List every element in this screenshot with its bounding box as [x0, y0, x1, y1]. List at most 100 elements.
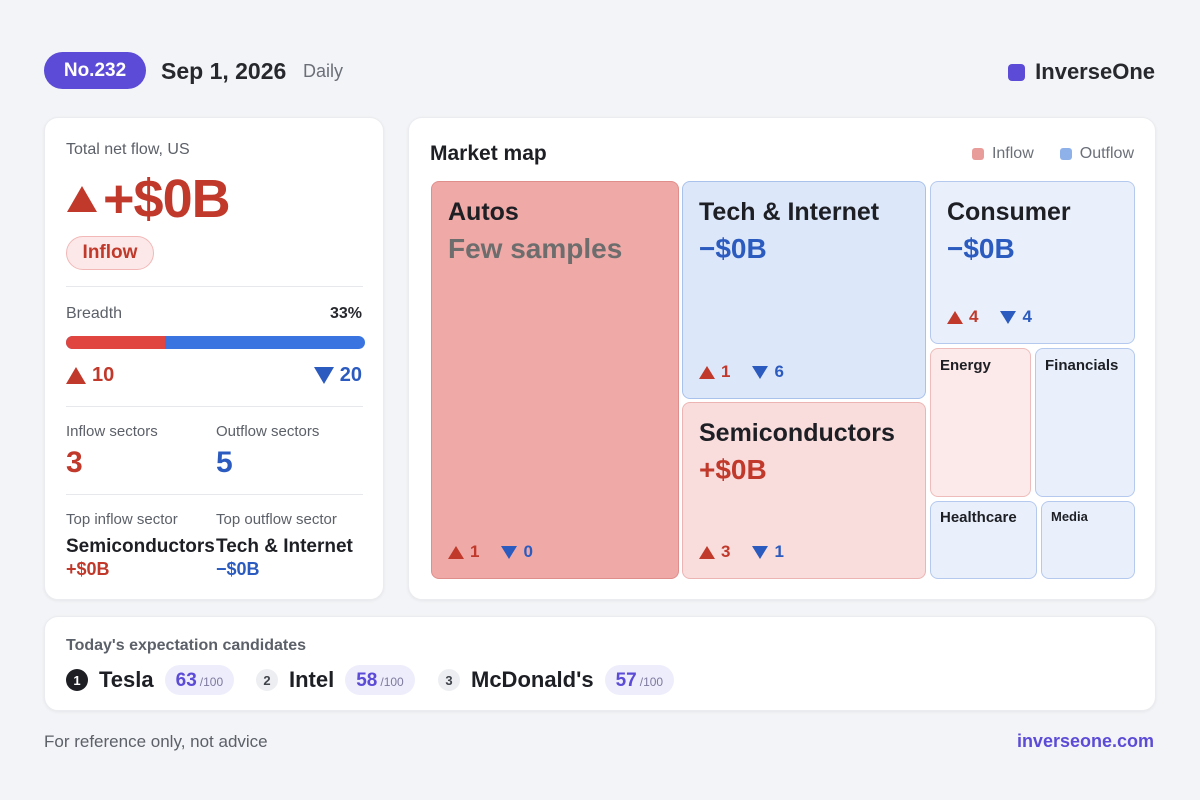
divider [66, 406, 363, 407]
tile-tech-internet[interactable]: Tech & Internet −$0B 1 6 [682, 181, 926, 399]
arrow-down-icon [752, 365, 769, 379]
tile-name: Semiconductors [699, 419, 895, 447]
tile-financials[interactable]: Financials [1035, 348, 1135, 497]
market-map-title: Market map [430, 142, 547, 165]
brand-logo-icon [1008, 63, 1026, 81]
tile-counts: 4 4 [947, 307, 1032, 327]
outflow-sectors-count: 5 [216, 446, 233, 479]
tile-value: −$0B [699, 233, 767, 264]
tile-media[interactable]: Media [1041, 501, 1135, 579]
candidate-item[interactable]: 1 Tesla 63 /100 [66, 665, 235, 695]
net-flow-label: Total net flow, US [66, 141, 190, 158]
outflow-sectors-label: Outflow sectors [216, 423, 320, 440]
issue-badge: No.232 [44, 52, 146, 89]
rank-badge: 2 [256, 669, 278, 691]
down-count: 20 [313, 364, 362, 387]
tile-name: Healthcare [940, 509, 1017, 526]
rank-badge: 3 [438, 669, 460, 691]
score-value: 57 [615, 670, 637, 691]
arrow-down-icon [501, 545, 518, 559]
up-count: 10 [66, 364, 114, 387]
summary-card: Total net flow, US +$0B Inflow Breadth 3… [44, 117, 384, 600]
down-count-value: 20 [339, 364, 362, 386]
candidate-name: Intel [289, 667, 335, 692]
legend-outflow-label: Outflow [1079, 145, 1134, 162]
top-inflow-name: Semiconductors [66, 536, 215, 557]
candidates-card: Today's expectation candidates 1 Tesla 6… [44, 616, 1156, 711]
tile-down-count: 1 [774, 542, 784, 561]
tile-name: Consumer [947, 198, 1071, 226]
breadth-value: 33% [329, 305, 362, 322]
legend-inflow-label: Inflow [991, 145, 1034, 162]
candidate-score: 58 /100 [345, 665, 415, 695]
legend: Inflow Outflow [971, 145, 1134, 163]
candidate-item[interactable]: 2 Intel 58 /100 [256, 665, 415, 695]
score-denominator: /100 [639, 675, 664, 689]
breadth-bar-fill [66, 336, 165, 349]
top-inflow-label: Top inflow sector [66, 511, 178, 528]
top-outflow-name: Tech & Internet [216, 536, 353, 557]
tile-up-count: 1 [470, 542, 480, 561]
brand-name: InverseOne [1035, 59, 1155, 84]
tile-healthcare[interactable]: Healthcare [930, 501, 1037, 579]
candidate-score: 63 /100 [164, 665, 235, 695]
candidates-title: Today's expectation candidates [66, 637, 307, 654]
score-value: 63 [175, 670, 197, 691]
breadth-label: Breadth [66, 305, 123, 322]
arrow-up-icon [66, 367, 86, 384]
tile-name: Media [1051, 509, 1088, 524]
inflow-sectors-count: 3 [66, 446, 83, 479]
tile-value: −$0B [947, 233, 1015, 264]
market-map-card: Market map Inflow Outflow Autos Few samp… [408, 117, 1156, 600]
arrow-up-icon [448, 545, 464, 559]
arrow-down-icon [752, 545, 769, 559]
arrow-up-icon [699, 545, 715, 559]
score-denominator: /100 [380, 675, 404, 689]
tile-name: Energy [940, 357, 991, 374]
candidate-score: 57 /100 [604, 665, 675, 695]
tile-counts: 1 6 [699, 362, 784, 382]
net-flow: +$0B [67, 168, 231, 230]
top-outflow-value: −$0B [216, 559, 260, 579]
candidate-name: Tesla [99, 667, 154, 692]
arrow-down-icon [313, 367, 334, 384]
candidate-item[interactable]: 3 McDonald's 57 /100 [438, 665, 675, 695]
divider [66, 286, 363, 287]
top-outflow-label: Top outflow sector [216, 511, 337, 528]
tile-semiconductors[interactable]: Semiconductors +$0B 3 1 [682, 402, 926, 579]
arrow-up-icon [699, 365, 715, 379]
tile-down-count: 6 [774, 362, 784, 381]
net-flow-value: +$0B [103, 169, 231, 229]
legend-outflow-swatch [1059, 148, 1072, 160]
tile-value: Few samples [448, 233, 623, 264]
breadth-bar [66, 336, 365, 349]
site-link[interactable]: inverseone.com [1016, 731, 1154, 751]
tile-up-count: 1 [721, 362, 731, 381]
tile-name: Tech & Internet [699, 198, 880, 226]
candidate-name: McDonald's [471, 667, 594, 692]
tile-energy[interactable]: Energy [930, 348, 1031, 497]
tile-down-count: 4 [1022, 307, 1032, 326]
disclaimer: For reference only, not advice [44, 732, 268, 751]
divider [66, 494, 363, 495]
tile-name: Financials [1045, 357, 1119, 374]
legend-inflow-swatch [971, 148, 984, 160]
tile-down-count: 0 [523, 542, 533, 561]
rank-badge: 1 [66, 669, 88, 691]
tile-up-count: 3 [721, 542, 731, 561]
up-count-value: 10 [92, 364, 115, 386]
direction-badge: Inflow [66, 236, 154, 270]
top-inflow-value: +$0B [66, 559, 110, 579]
tile-counts: 1 0 [448, 542, 533, 562]
arrow-down-icon [1000, 310, 1017, 324]
report-frequency: Daily [303, 61, 344, 81]
arrow-up-icon [947, 310, 963, 324]
report-date: Sep 1, 2026 [161, 58, 287, 84]
arrow-up-icon [67, 186, 97, 212]
tile-name: Autos [448, 198, 519, 226]
tile-autos[interactable]: Autos Few samples 1 0 [431, 181, 679, 579]
tile-consumer[interactable]: Consumer −$0B 4 4 [930, 181, 1135, 344]
inflow-sectors-label: Inflow sectors [66, 423, 158, 440]
brand: InverseOne [1008, 59, 1155, 85]
tile-up-count: 4 [969, 307, 979, 326]
